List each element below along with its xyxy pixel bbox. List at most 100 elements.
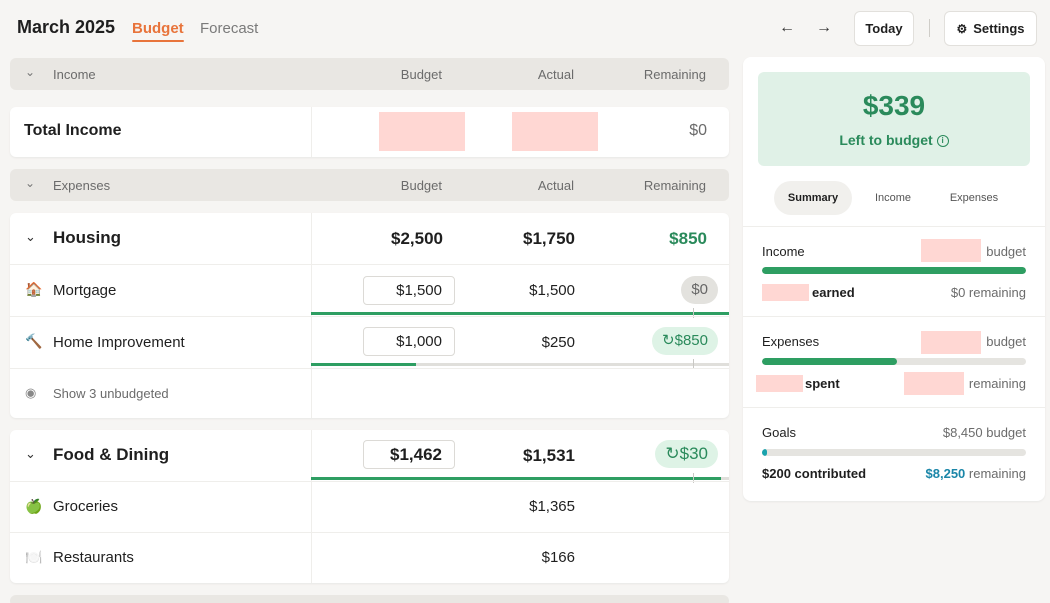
row-divider [10,316,729,317]
header-divider [929,19,930,37]
total-income-label: Total Income [24,122,122,139]
home-improvement-actual: $250 [541,334,575,351]
summary-income-earned-label: earned [812,285,855,300]
rollover-icon: ↻ [662,332,675,349]
mortgage-progress-fill [311,312,729,315]
summary-expenses-spent-label: spent [805,376,840,391]
housing-remaining: $850 [669,229,707,248]
income-section-label: Income [53,67,96,82]
column-header-remaining: Remaining [643,67,706,82]
gear-icon: ⚙ [956,21,968,36]
table-row[interactable]: 🍽️ Restaurants $166 [10,533,729,583]
column-header-actual: Actual [537,178,574,193]
tab-summary[interactable]: Summary [774,181,852,215]
left-to-budget-card: $339 Left to budget i [758,72,1030,166]
housing-label: Housing [53,228,121,247]
column-divider [311,430,312,583]
summary-goals-remaining-row: $8,250 remaining [926,466,1026,481]
summary-income-title: Income [762,244,805,259]
summary-income-bar-fill [762,267,1026,274]
summary-expenses-bar-fill [762,358,897,365]
summary-goals-remaining-amount: $8,250 [925,466,966,481]
housing-group-row[interactable]: ⌄ Housing $2,500 $1,750 $850 [10,213,729,264]
summary-goals-bar [762,449,1026,456]
summary-goals-contributed: $200 contributed [762,466,867,481]
food-progress-fill [311,477,721,480]
show-unbudgeted-row[interactable]: ◉ Show 3 unbudgeted [10,369,729,418]
divider [743,226,1045,227]
food-remaining-pill[interactable]: ↻$30 [655,440,718,468]
settings-button[interactable]: ⚙ Settings [944,11,1037,46]
column-header-actual: Actual [537,67,574,82]
tab-forecast[interactable]: Forecast [200,20,259,37]
food-progress-track [311,477,729,480]
row-divider [10,264,729,265]
redacted-income-earned [762,284,809,301]
tab-income[interactable]: Income [874,192,912,204]
redacted-expenses-remaining [904,372,964,395]
summary-panel: $339 Left to budget i Summary Income Expe… [743,57,1045,501]
expenses-section-label: Expenses [53,178,111,193]
total-income-remaining: $0 [689,122,707,139]
home-improvement-remaining: $850 [674,332,708,349]
table-row[interactable]: 🏠 Mortgage $1,500 $1,500 $0 [10,265,729,318]
progress-tick [693,308,694,318]
groceries-actual: $1,365 [529,498,575,515]
chevron-down-icon[interactable]: ⌄ [25,229,36,244]
home-improvement-remaining-pill[interactable]: ↻$850 [652,327,718,355]
table-row[interactable]: 🍏 Groceries $1,365 [10,482,729,532]
home-improvement-budget-input[interactable]: $1,000 [363,327,455,356]
tab-budget[interactable]: Budget [132,20,184,42]
summary-expenses-budget-label: budget [986,334,1026,349]
column-divider [311,107,312,157]
hammer-icon: 🔨 [25,333,43,349]
summary-income-bar [762,267,1026,274]
info-icon[interactable]: i [936,135,949,148]
progress-tick [693,359,694,369]
show-unbudgeted-link[interactable]: Show 3 unbudgeted [53,386,169,401]
home-improvement-progress-track [311,363,729,366]
housing-actual: $1,750 [523,229,575,248]
food-remaining: $30 [679,444,708,463]
summary-expenses-title: Expenses [762,334,820,349]
arrow-right-icon[interactable]: → [816,19,832,36]
column-header-remaining: Remaining [643,178,706,193]
food-group-row[interactable]: ⌄ Food & Dining $1,462 $1,531 ↻$30 [10,430,729,483]
food-budget-input[interactable]: $1,462 [363,440,455,469]
redacted-actual [512,112,598,151]
column-divider [311,213,312,418]
chevron-down-icon[interactable]: ⌄ [25,65,36,79]
today-label: Today [865,21,903,36]
expenses-section-header[interactable]: ⌄ Expenses Budget Actual Remaining [10,169,729,201]
mortgage-remaining-pill[interactable]: $0 [681,276,718,304]
restaurants-actual: $166 [541,549,575,566]
today-button[interactable]: Today [854,11,914,46]
tab-expenses[interactable]: Expenses [949,192,999,204]
column-header-budget: Budget [400,67,442,82]
food-dining-card: ⌄ Food & Dining $1,462 $1,531 ↻$30 🍏 Gro… [10,430,729,583]
top-header: March 2025 Budget Forecast ← → Today ⚙ S… [0,0,1050,57]
row-divider [10,481,729,482]
summary-goals-budget: $8,450 budget [942,425,1026,440]
redacted-expenses-spent [756,375,803,392]
left-to-budget-label: Left to budget [839,132,933,148]
income-section-header[interactable]: ⌄ Income Budget Actual Remaining [10,58,729,90]
divider [743,316,1045,317]
chevron-down-icon[interactable]: ⌄ [25,176,36,190]
mortgage-progress-track [311,312,729,315]
settings-label: Settings [973,21,1025,36]
chevron-down-icon[interactable]: ⌄ [25,446,36,461]
summary-income-remaining: $0 remaining [950,285,1026,300]
house-icon: 🏠 [25,281,43,297]
mortgage-budget-input[interactable]: $1,500 [363,276,455,305]
table-row[interactable]: 🔨 Home Improvement $1,000 $250 ↻$850 [10,317,729,369]
summary-income-budget-label: budget [986,244,1026,259]
redacted-budget [379,112,465,151]
summary-goals-title: Goals [762,425,796,440]
arrow-left-icon[interactable]: ← [779,19,795,36]
housing-card: ⌄ Housing $2,500 $1,750 $850 🏠 Mortgage … [10,213,729,418]
next-section-bar [10,595,729,603]
home-improvement-label: Home Improvement [53,334,185,351]
rollover-icon: ↻ [665,444,680,463]
month-title: March 2025 [17,17,116,37]
